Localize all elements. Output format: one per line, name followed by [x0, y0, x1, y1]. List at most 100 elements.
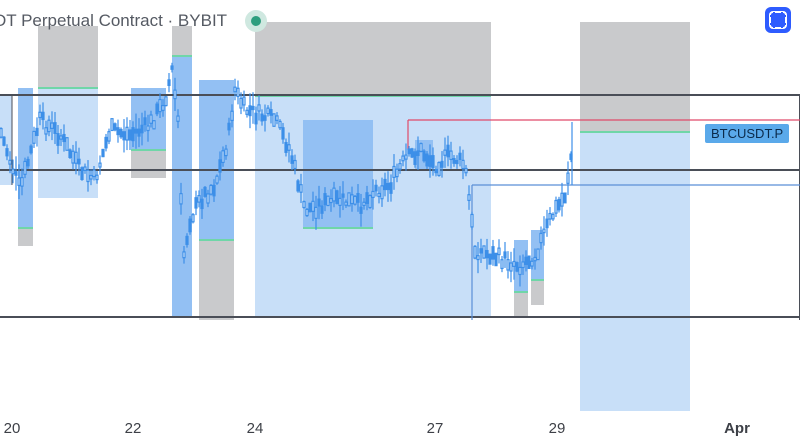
candle-body: [185, 235, 189, 245]
candle-body: [440, 160, 444, 168]
candle-body: [374, 184, 378, 192]
candle-body: [191, 214, 195, 223]
candle-body: [167, 79, 171, 86]
candle-body: [206, 193, 210, 204]
candle-body: [218, 159, 222, 173]
candle-body: [380, 185, 384, 200]
candle-body: [158, 98, 162, 113]
candle-body: [203, 186, 207, 197]
zone-gray: [255, 22, 491, 96]
zone-gray: [131, 150, 166, 178]
candle-body: [389, 182, 393, 194]
candle-body: [326, 195, 330, 207]
candle-body: [266, 107, 270, 115]
zone-blue: [580, 132, 690, 411]
candle-body: [32, 130, 36, 144]
candle-body: [131, 127, 135, 142]
candle-body: [254, 112, 258, 125]
candle-body: [482, 245, 486, 259]
zone-blue-strong: [199, 80, 234, 240]
candle-body: [242, 96, 246, 106]
candle-body: [248, 105, 252, 117]
candle-body: [548, 212, 552, 220]
candle-body: [410, 148, 414, 158]
candle-body: [128, 129, 132, 141]
candle-body: [428, 155, 432, 167]
candle-body: [419, 142, 423, 152]
x-tick-label: 22: [124, 420, 142, 437]
candle-body: [536, 248, 540, 261]
zone-gray: [580, 22, 690, 132]
candle-body: [164, 96, 168, 107]
candle-body: [566, 172, 570, 184]
candle-body: [434, 168, 438, 174]
candle-body: [320, 205, 324, 214]
candle-body: [350, 194, 354, 205]
candle-body: [194, 197, 198, 209]
x-tick-label: 24: [246, 420, 264, 437]
candle-body: [23, 160, 27, 175]
candle-body: [416, 150, 420, 157]
candle-body: [458, 152, 462, 160]
candle-body: [260, 113, 264, 122]
candle-body: [401, 155, 405, 162]
candle-body: [335, 190, 339, 204]
candle-body: [152, 120, 156, 130]
candle-body: [506, 259, 510, 271]
candle-body: [221, 150, 225, 164]
candle-body: [491, 246, 495, 260]
candle-body: [149, 114, 153, 124]
candle-body: [179, 193, 183, 205]
candle-body: [305, 208, 309, 217]
candle-body: [293, 159, 297, 170]
x-tick-label: 29: [548, 420, 566, 437]
candle-body: [455, 159, 459, 165]
candle-body: [116, 127, 120, 136]
candle-body: [362, 201, 366, 207]
candle-body: [368, 194, 372, 209]
candle-body: [302, 201, 306, 209]
candle-body: [35, 127, 39, 137]
candle-body: [317, 198, 321, 207]
zone-gray: [18, 228, 33, 246]
candle-body: [236, 87, 240, 98]
candle-body: [74, 151, 78, 164]
candle-body: [257, 104, 261, 112]
candle-body: [473, 245, 477, 259]
candle-body: [251, 105, 255, 111]
candle-body: [20, 177, 24, 187]
fullscreen-icon[interactable]: [765, 7, 791, 33]
candle-body: [560, 192, 564, 207]
candle-body: [503, 251, 507, 259]
candle-body: [542, 228, 546, 234]
candle-body: [212, 184, 216, 197]
candle-body: [146, 125, 150, 132]
zone-blue-strong: [514, 240, 528, 292]
candle-body: [65, 137, 69, 151]
candle-body: [233, 86, 237, 93]
candle-body: [197, 195, 201, 203]
candle-body: [311, 200, 315, 212]
candle-body: [494, 252, 498, 267]
status-dot-icon: [245, 10, 268, 32]
candle-body: [377, 192, 381, 198]
candle-body: [92, 169, 96, 178]
candle-body: [56, 133, 60, 146]
candle-body: [68, 149, 72, 159]
candle-body: [122, 131, 126, 141]
candle-body: [80, 167, 84, 181]
candle-body: [344, 201, 348, 206]
candle-body: [467, 194, 471, 202]
candle-body: [521, 261, 525, 269]
candle-body: [341, 193, 345, 198]
candle-body: [431, 155, 435, 169]
candle-body: [119, 128, 123, 138]
candle-body: [551, 213, 555, 220]
header-title: DT Perpetual Contract · BYBIT: [0, 11, 228, 30]
candle-body: [17, 177, 21, 187]
candle-body: [230, 110, 234, 122]
candle-body: [110, 118, 114, 132]
candle-body: [134, 128, 138, 134]
candle-body: [422, 150, 426, 162]
